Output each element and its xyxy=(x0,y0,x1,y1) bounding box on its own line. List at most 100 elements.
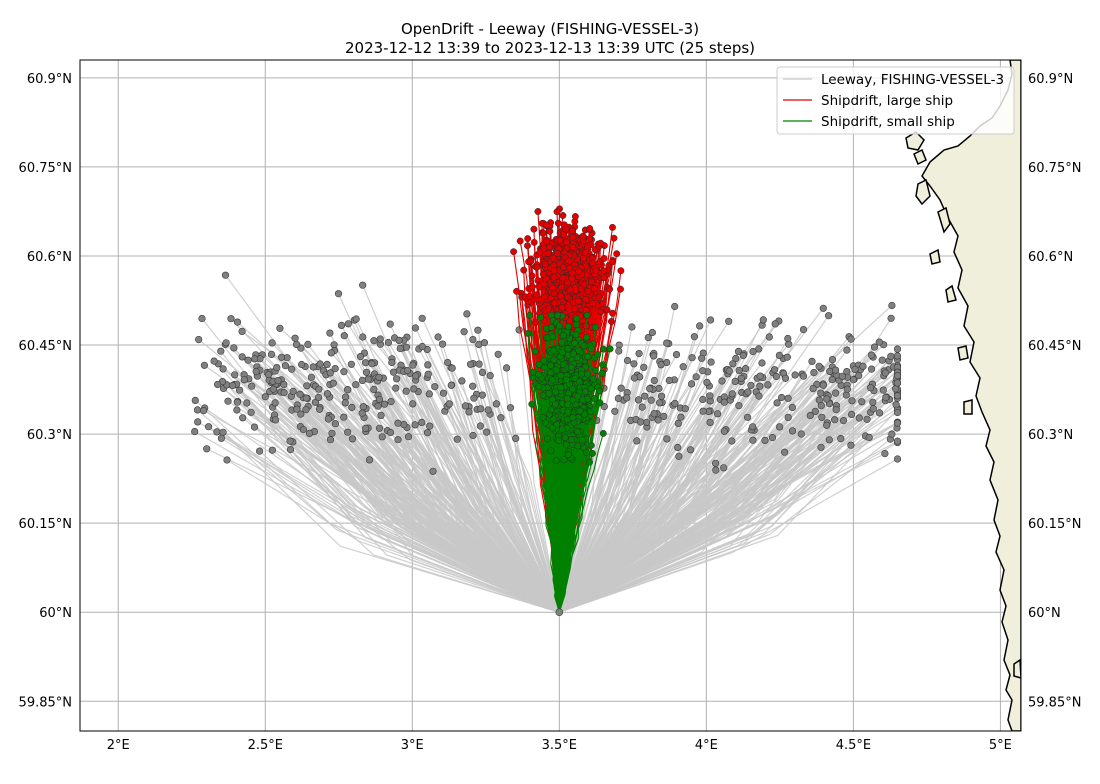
leeway-particle xyxy=(344,386,352,394)
leeway-trajectory xyxy=(469,364,560,613)
ship-particle xyxy=(548,333,556,341)
ship-particle xyxy=(539,229,547,237)
ship-particle xyxy=(543,221,550,229)
leeway-particle xyxy=(650,410,658,418)
leeway-particle xyxy=(276,324,284,332)
leeway-particle xyxy=(341,399,349,407)
ship-particle xyxy=(547,406,555,414)
leeway-particle xyxy=(198,314,206,323)
leeway-particle xyxy=(239,414,247,422)
legend-label-large-ship: Shipdrift, large ship xyxy=(821,93,953,109)
ship-particle xyxy=(524,242,531,250)
leeway-particle xyxy=(697,354,706,362)
leeway-particle xyxy=(831,416,839,424)
ship-particle xyxy=(560,263,568,271)
ship-particle xyxy=(591,366,599,374)
ship-particle xyxy=(556,322,563,330)
leeway-particle xyxy=(219,365,227,373)
ship-particle xyxy=(539,270,547,278)
x-axis-ticks: 2°E 2.5°E 3°E 3.5°E 4°E 4.5°E 5°E xyxy=(107,738,1012,753)
legend[interactable]: Leeway, FISHING-VESSEL-3 Shipdrift, larg… xyxy=(776,66,1015,135)
leeway-particle xyxy=(191,428,199,436)
leeway-trajectory xyxy=(318,396,560,613)
leeway-particle xyxy=(875,409,884,417)
leeway-particle xyxy=(888,430,896,438)
leeway-particle xyxy=(888,301,896,310)
ship-particle xyxy=(548,424,556,432)
leeway-trajectory xyxy=(558,421,642,613)
leeway-particle xyxy=(331,365,339,373)
leeway-trajectory xyxy=(327,418,560,613)
ship-particle xyxy=(524,329,532,337)
leeway-particle xyxy=(326,369,334,377)
leeway-particle xyxy=(615,347,623,355)
ship-particle xyxy=(574,428,582,436)
leeway-particle xyxy=(268,339,276,347)
ship-particle xyxy=(531,348,539,355)
ship-particle xyxy=(531,318,539,326)
leeway-trajectory xyxy=(558,351,754,613)
ship-trajectory xyxy=(558,417,575,613)
leeway-particle xyxy=(323,390,332,398)
leeway-particle xyxy=(230,344,238,352)
leeway-trajectory xyxy=(558,388,848,613)
ship-particle xyxy=(588,278,596,286)
leeway-particle xyxy=(634,396,643,404)
leeway-particle xyxy=(699,407,707,415)
leeway-particle xyxy=(231,371,239,379)
ship-particle xyxy=(549,254,557,262)
leeway-particle xyxy=(478,368,487,377)
y-tick-label-right: 59.85°N xyxy=(1028,695,1081,710)
y-tick-label-right: 60.15°N xyxy=(1028,517,1081,532)
leeway-particle xyxy=(623,394,631,402)
leeway-particle xyxy=(348,435,357,443)
ship-particle xyxy=(547,361,555,369)
leeway-particle xyxy=(674,419,682,428)
leeway-particle xyxy=(269,385,278,393)
leeway-particle xyxy=(378,433,386,441)
leeway-particle xyxy=(444,358,452,367)
ship-particle xyxy=(606,345,614,353)
leeway-particle xyxy=(647,396,655,404)
ship-particle xyxy=(584,287,592,295)
leeway-particle xyxy=(654,416,662,424)
ship-particle xyxy=(590,285,598,293)
leeway-particle xyxy=(858,398,866,406)
leeway-particle xyxy=(340,332,348,340)
y-tick-label-left: 60.75°N xyxy=(19,161,72,176)
ship-particle xyxy=(606,285,614,293)
ship-particle xyxy=(543,237,551,245)
leeway-particle xyxy=(828,356,837,364)
leeway-particle xyxy=(362,424,370,433)
leeway-particle xyxy=(849,376,858,384)
ship-particle xyxy=(546,243,553,251)
trajectories xyxy=(191,205,902,617)
ship-particle xyxy=(530,225,538,233)
leeway-particle xyxy=(808,357,816,366)
leeway-particle xyxy=(348,403,356,412)
leeway-particle xyxy=(424,361,432,369)
ship-particle xyxy=(564,400,572,408)
ship-particle xyxy=(533,263,541,271)
leeway-particle xyxy=(484,406,492,414)
leeway-particle xyxy=(480,339,489,347)
island xyxy=(957,345,969,361)
ship-particle xyxy=(557,384,565,392)
ship-particle xyxy=(575,267,583,275)
ship-particle xyxy=(542,419,549,427)
ship-particle xyxy=(609,258,616,266)
ship-particle xyxy=(541,260,549,268)
ship-particle xyxy=(553,208,561,216)
x-tick-label: 4°E xyxy=(695,738,718,753)
leeway-particle xyxy=(402,343,411,351)
leeway-trajectory xyxy=(558,355,655,613)
ship-particle xyxy=(586,235,594,243)
ship-particle xyxy=(516,237,524,245)
leeway-particle xyxy=(630,360,638,368)
leeway-particle xyxy=(326,329,334,337)
leeway-trajectory xyxy=(361,412,560,613)
ship-particle xyxy=(569,414,577,422)
leeway-particle xyxy=(749,423,757,431)
leeway-particle xyxy=(410,385,418,393)
leeway-particle xyxy=(474,326,482,334)
